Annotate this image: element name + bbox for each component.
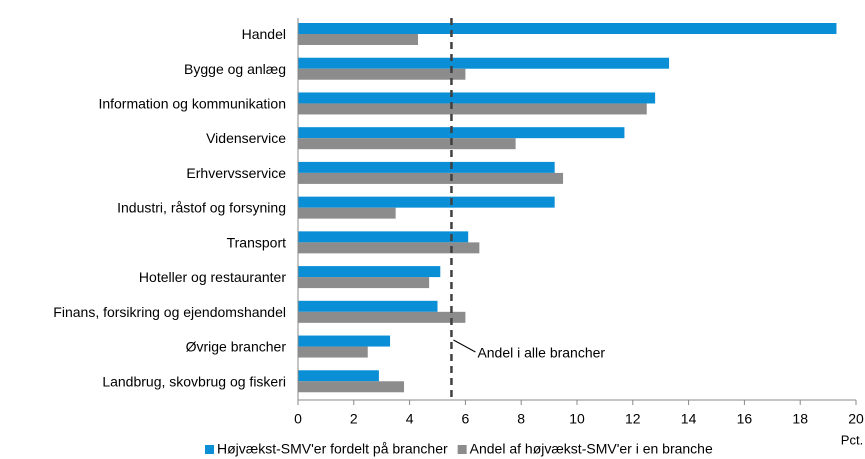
bar [298,300,438,312]
legend-swatch [457,445,467,454]
bar [298,127,625,139]
y-tick-label: Transport [227,234,287,250]
y-tick-label: Hoteller og restauranter [139,269,286,285]
x-tick-label: 10 [569,411,585,427]
x-tick-label: 8 [517,411,525,427]
x-unit: Pct. [841,432,863,447]
bar [298,172,564,184]
y-tick-label: Information og kommunikation [98,96,286,112]
bar [298,266,441,278]
x-tick-label: 6 [462,411,470,427]
bar [298,370,379,382]
bar [298,23,837,34]
legend-label: Andel af højvækst-SMV'er i en branche [470,441,713,457]
bar [298,138,516,150]
y-tick-label: Øvrige brancher [186,339,287,355]
bar [298,196,555,208]
y-tick-label: Landbrug, skovbrug og fiskeri [102,373,286,389]
annotation: Andel i alle brancher [477,345,605,361]
x-tick-label: 2 [350,411,358,427]
bar [298,346,368,358]
bar [298,242,480,254]
bar [298,277,430,289]
y-tick-label: Bygge og anlæg [184,61,286,77]
x-tick-label: 12 [625,411,641,427]
x-tick-label: 16 [737,411,753,427]
y-tick-label: Erhvervsservice [186,165,286,181]
legend-swatch [205,445,214,454]
bar [298,92,656,104]
x-tick-label: 14 [681,411,697,427]
annotation-leader [453,339,476,353]
x-tick-label: 20 [848,411,864,427]
x-tick-label: 0 [294,411,302,427]
bar [298,103,647,115]
bar [298,207,396,219]
y-tick-label: Finans, forsikring og ejendomshandel [53,304,286,320]
x-tick-label: 18 [792,411,808,427]
bar [298,57,670,69]
y-tick-label: Handel [242,26,286,42]
legend-label: Højvækst-SMV'er fordelt på brancher [217,441,448,457]
bar [298,68,466,80]
bar [298,161,555,173]
bar [298,231,469,243]
bar [298,335,391,347]
bar [298,381,405,393]
y-tick-label: Videnservice [206,130,286,146]
y-tick-label: Industri, råstof og forsyning [117,200,286,216]
bar [298,34,418,45]
x-tick-label: 4 [406,411,414,427]
bar [298,311,466,323]
